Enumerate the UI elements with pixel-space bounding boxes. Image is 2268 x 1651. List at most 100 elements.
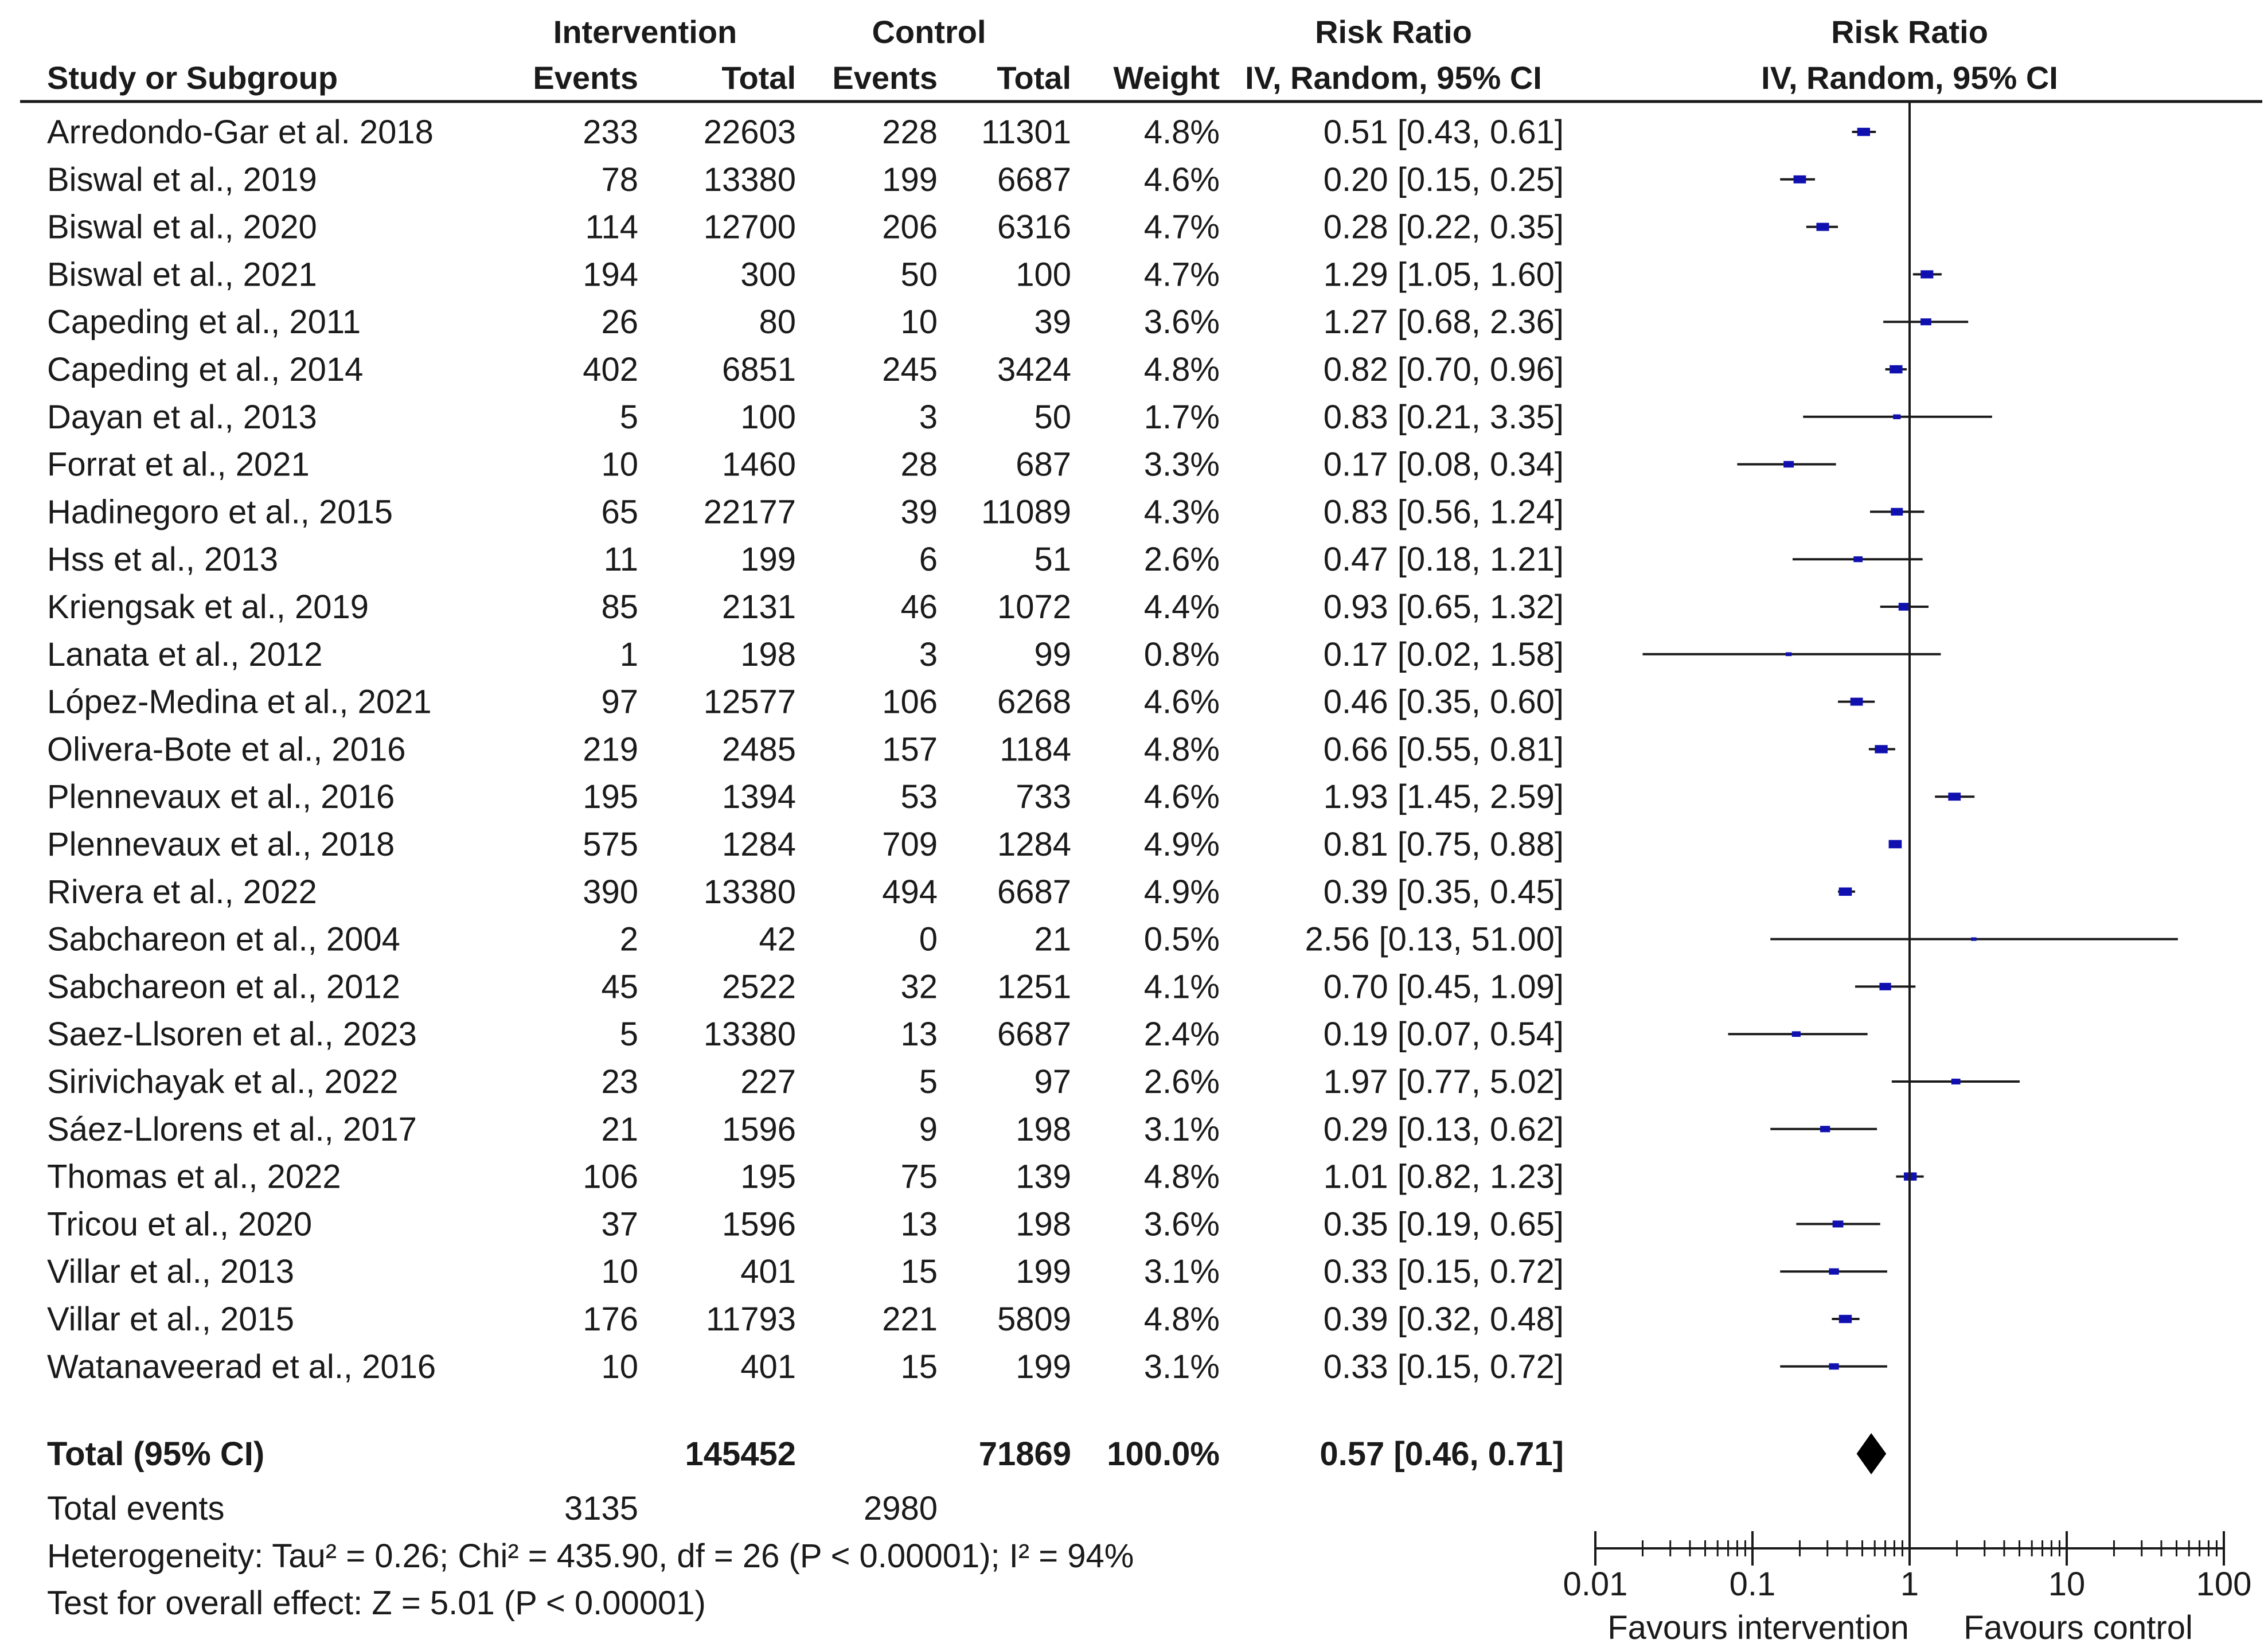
control-total: 99 bbox=[1034, 636, 1071, 673]
intervention-total: 1596 bbox=[722, 1111, 796, 1148]
control-total: 50 bbox=[1034, 399, 1071, 436]
point-estimate bbox=[1820, 1126, 1830, 1133]
intervention-total: 1284 bbox=[722, 826, 796, 863]
point-estimate bbox=[1857, 127, 1871, 136]
study-rows: Arredondo-Gar et al. 2018 233 22603 228 1130… bbox=[47, 114, 1564, 1473]
point-estimate bbox=[1971, 937, 1977, 941]
control-events: 10 bbox=[900, 303, 938, 341]
intervention-events: 106 bbox=[583, 1158, 638, 1196]
weight-value: 0.8% bbox=[1144, 636, 1220, 673]
intervention-events: 194 bbox=[583, 256, 638, 293]
study-name: Sáez-Llorens et al., 2017 bbox=[47, 1111, 417, 1148]
intervention-total: 6851 bbox=[722, 351, 796, 388]
control-total: 198 bbox=[1016, 1111, 1071, 1148]
heterogeneity-text: Heterogeneity: Tau² = 0.26; Chi² = 435.9… bbox=[47, 1537, 1134, 1575]
forest-marks: 0.01 0.1 1 10 100 Favours intervention Favours… bbox=[1563, 102, 2252, 1646]
risk-ratio-ci: 0.39 [0.35, 0.45] bbox=[1324, 873, 1564, 911]
axis-tick-label: 1 bbox=[1900, 1566, 1919, 1603]
intervention-total: 13380 bbox=[704, 873, 796, 911]
point-estimate bbox=[1785, 652, 1792, 657]
study-name: Lanata et al., 2012 bbox=[47, 636, 323, 673]
control-total: 11301 bbox=[981, 114, 1071, 151]
study-name: López-Medina et al., 2021 bbox=[47, 684, 432, 721]
axis-tick-label: 100 bbox=[2196, 1566, 2252, 1603]
intervention-total: 2485 bbox=[722, 731, 796, 768]
control-events: 13 bbox=[900, 1016, 938, 1053]
intervention-total: 80 bbox=[759, 303, 796, 341]
point-estimate bbox=[1816, 223, 1829, 231]
control-total: 3424 bbox=[997, 351, 1071, 388]
header-risk-ratio-plot: Risk Ratio bbox=[1831, 14, 1988, 50]
study-name: Villar et al., 2015 bbox=[47, 1301, 294, 1338]
weight-value: 4.9% bbox=[1144, 873, 1220, 911]
study-name: Dayan et al., 2013 bbox=[47, 399, 317, 436]
point-estimate bbox=[1951, 1078, 1961, 1085]
intervention-events: 233 bbox=[583, 114, 638, 151]
point-estimate bbox=[1875, 745, 1888, 754]
study-name: Forrat et al., 2021 bbox=[47, 446, 310, 483]
intervention-events: 219 bbox=[583, 731, 638, 768]
control-total: 51 bbox=[1034, 541, 1071, 578]
study-name: Biswal et al., 2019 bbox=[47, 161, 317, 198]
total-events-control: 2980 bbox=[864, 1490, 938, 1527]
axis-tick-label: 0.01 bbox=[1563, 1566, 1628, 1603]
risk-ratio-ci: 0.35 [0.19, 0.65] bbox=[1324, 1205, 1564, 1243]
control-events: 245 bbox=[882, 351, 938, 388]
control-total: 100 bbox=[1016, 256, 1071, 293]
intervention-events: 195 bbox=[583, 778, 638, 815]
intervention-total: 401 bbox=[740, 1253, 796, 1290]
control-events: 5 bbox=[919, 1063, 938, 1100]
weight-value: 4.6% bbox=[1144, 778, 1220, 815]
header-ctrl-events: Events bbox=[832, 60, 938, 96]
risk-ratio-ci: 1.27 [0.68, 2.36] bbox=[1324, 303, 1564, 341]
weight-value: 2.6% bbox=[1144, 541, 1220, 578]
weight-value: 3.6% bbox=[1144, 1205, 1220, 1243]
intervention-events: 11 bbox=[604, 541, 638, 578]
intervention-events: 21 bbox=[601, 1111, 638, 1148]
header-method-text: IV, Random, 95% CI bbox=[1245, 60, 1542, 96]
control-total: 21 bbox=[1034, 921, 1071, 958]
risk-ratio-ci: 0.19 [0.07, 0.54] bbox=[1324, 1016, 1564, 1053]
weight-value: 4.8% bbox=[1144, 1158, 1220, 1196]
weight-value: 3.1% bbox=[1144, 1111, 1220, 1148]
control-total: 39 bbox=[1034, 303, 1071, 341]
control-events: 75 bbox=[900, 1158, 938, 1196]
intervention-events: 85 bbox=[601, 588, 638, 626]
study-name: Plennevaux et al., 2016 bbox=[47, 778, 395, 815]
control-events: 39 bbox=[900, 493, 938, 530]
intervention-events: 23 bbox=[601, 1063, 638, 1100]
header-weight: Weight bbox=[1113, 60, 1220, 96]
point-estimate bbox=[1850, 697, 1863, 706]
intervention-events: 78 bbox=[601, 161, 638, 198]
control-total: 733 bbox=[1016, 778, 1071, 815]
total-control: 71869 bbox=[979, 1435, 1071, 1473]
risk-ratio-ci: 0.70 [0.45, 1.09] bbox=[1324, 968, 1564, 1005]
weight-value: 3.1% bbox=[1144, 1253, 1220, 1290]
point-estimate bbox=[1829, 1363, 1839, 1370]
point-estimate bbox=[1879, 982, 1891, 990]
study-name: Kriengsak et al., 2019 bbox=[47, 588, 369, 626]
risk-ratio-ci: 0.83 [0.56, 1.24] bbox=[1324, 493, 1564, 530]
control-total: 97 bbox=[1034, 1063, 1071, 1100]
intervention-events: 5 bbox=[620, 399, 638, 436]
intervention-events: 114 bbox=[585, 209, 638, 246]
intervention-events: 26 bbox=[601, 303, 638, 341]
intervention-total: 13380 bbox=[704, 161, 796, 198]
control-events: 206 bbox=[882, 209, 938, 246]
control-total: 199 bbox=[1016, 1253, 1071, 1290]
control-total: 687 bbox=[1016, 446, 1071, 483]
study-name: Olivera-Bote et al., 2016 bbox=[47, 731, 405, 768]
axis-tick-label: 0.1 bbox=[1730, 1566, 1776, 1603]
risk-ratio-ci: 0.51 [0.43, 0.61] bbox=[1324, 114, 1564, 151]
weight-value: 3.1% bbox=[1144, 1348, 1220, 1385]
total-diamond bbox=[1856, 1433, 1887, 1474]
intervention-total: 42 bbox=[759, 921, 796, 958]
control-total: 198 bbox=[1016, 1205, 1071, 1243]
header-risk-ratio-text: Risk Ratio bbox=[1315, 14, 1472, 50]
intervention-total: 22603 bbox=[704, 114, 796, 151]
control-events: 32 bbox=[900, 968, 938, 1005]
study-name: Tricou et al., 2020 bbox=[47, 1205, 312, 1243]
overall-effect-text: Test for overall effect: Z = 5.01 (P < 0… bbox=[47, 1584, 706, 1622]
point-estimate bbox=[1838, 887, 1852, 896]
point-estimate bbox=[1829, 1268, 1839, 1275]
